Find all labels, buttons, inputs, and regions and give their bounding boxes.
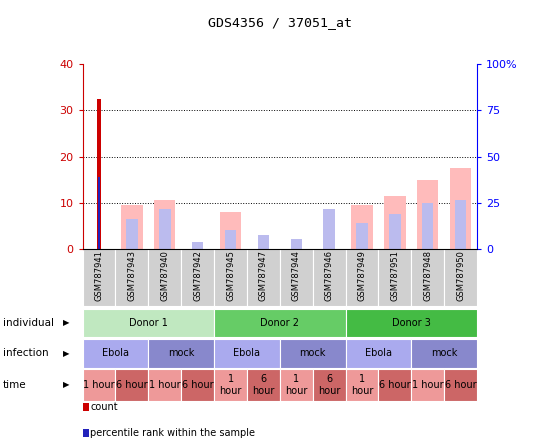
Bar [378,249,411,306]
Bar [290,239,302,249]
Bar [214,249,247,306]
Text: 1
hour: 1 hour [351,374,373,396]
Bar [411,369,444,401]
Bar [324,210,335,249]
Text: Ebola: Ebola [365,348,392,358]
Text: infection: infection [3,348,49,358]
Bar [257,235,269,249]
Bar [345,369,378,401]
Bar [98,177,100,249]
Bar [83,249,116,306]
Text: 1
hour: 1 hour [220,374,241,396]
Bar [444,249,477,306]
Text: Ebola: Ebola [102,348,129,358]
Text: Donor 2: Donor 2 [260,318,300,328]
Text: 6 hour: 6 hour [445,380,477,390]
Bar [83,339,148,368]
Text: 6 hour: 6 hour [116,380,148,390]
Bar [280,369,313,401]
Bar [411,249,444,306]
Bar [313,249,345,306]
Text: 1 hour: 1 hour [149,380,181,390]
Text: count: count [90,402,118,412]
Text: 6 hour: 6 hour [182,380,214,390]
Text: ▶: ▶ [63,318,70,328]
Text: 1
hour: 1 hour [285,374,308,396]
Bar [181,369,214,401]
Bar [154,200,175,249]
Text: mock: mock [168,348,195,358]
Text: 6
hour: 6 hour [318,374,340,396]
Bar [247,249,280,306]
Bar [83,309,214,337]
Bar [214,309,345,337]
Bar [356,223,368,249]
Bar [225,230,236,249]
Text: mock: mock [431,348,457,358]
Bar [116,249,148,306]
Text: individual: individual [3,318,54,328]
Bar [280,249,313,306]
Text: time: time [3,380,26,390]
Bar [384,196,406,249]
Bar [444,369,477,401]
Text: Ebola: Ebola [233,348,261,358]
Text: percentile rank within the sample: percentile rank within the sample [90,428,255,438]
Bar [121,205,143,249]
Text: ▶: ▶ [63,381,70,389]
Bar [450,168,471,249]
Bar [280,339,345,368]
Bar [98,99,101,249]
Bar [83,369,116,401]
Bar [345,339,411,368]
Bar [411,339,477,368]
Text: 6 hour: 6 hour [379,380,411,390]
Text: GDS4356 / 37051_at: GDS4356 / 37051_at [208,16,352,28]
Bar [159,210,171,249]
Bar [389,214,401,249]
Bar [181,249,214,306]
Bar [148,369,181,401]
Text: 6
hour: 6 hour [252,374,274,396]
Bar [313,369,345,401]
Bar [192,242,204,249]
Bar [214,369,247,401]
Bar [148,339,214,368]
Bar [116,369,148,401]
Bar [126,219,138,249]
Bar [351,205,373,249]
Text: Donor 1: Donor 1 [129,318,168,328]
Text: 1 hour: 1 hour [83,380,115,390]
Bar [220,212,241,249]
Bar [417,179,439,249]
Text: 1 hour: 1 hour [412,380,443,390]
Bar [148,249,181,306]
Bar [247,369,280,401]
Text: mock: mock [300,348,326,358]
Bar [455,200,466,249]
Text: Donor 3: Donor 3 [392,318,431,328]
Bar [214,339,280,368]
Bar [345,309,477,337]
Text: ▶: ▶ [63,349,70,358]
Bar [345,249,378,306]
Bar [422,202,433,249]
Bar [378,369,411,401]
